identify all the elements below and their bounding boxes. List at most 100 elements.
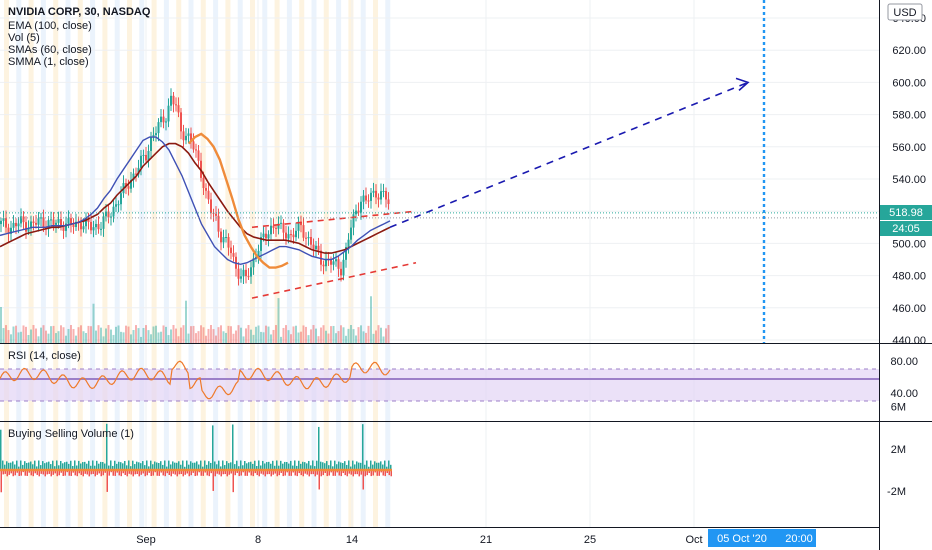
bsv-buy-bar <box>314 466 316 470</box>
legend-ema[interactable]: EMA (100, close) <box>8 20 92 32</box>
bsv-buy-bar <box>96 460 98 470</box>
candle-body <box>20 216 22 224</box>
volume-bar <box>355 335 357 343</box>
legend-vol[interactable]: Vol (5) <box>8 32 40 44</box>
bsv-buy-bar <box>288 463 290 470</box>
bsv-axis[interactable]: -2M 2M 6M <box>887 401 906 498</box>
candle-body <box>110 216 112 218</box>
candle-body <box>310 236 312 245</box>
price-axis[interactable]: 440.00460.00480.00500.00520.00540.00560.… <box>892 13 926 347</box>
bsv-sell-bar <box>2 470 4 475</box>
bsv-buy-bar <box>128 460 130 470</box>
candle-body <box>230 247 232 254</box>
volume-bar <box>202 327 205 343</box>
volume-bars <box>0 296 390 343</box>
volume-bar <box>225 332 227 343</box>
candle-body <box>140 155 142 168</box>
candle-body <box>282 222 285 233</box>
rsi-axis[interactable]: 40.00 80.00 <box>890 356 918 400</box>
volume-bar <box>192 325 195 343</box>
candle-body <box>137 167 140 175</box>
candle-body <box>307 236 310 239</box>
session-stripe <box>28 0 34 527</box>
candle-body <box>157 122 160 134</box>
candle-body <box>362 195 365 202</box>
rsi-legend[interactable]: RSI (14, close) <box>8 350 81 362</box>
candle-body <box>17 223 20 227</box>
currency-button[interactable]: USD <box>887 3 923 21</box>
bsv-sell-bar <box>50 470 52 477</box>
candle-body <box>107 211 110 218</box>
session-stripe <box>237 0 243 527</box>
bsv-sell-bar <box>298 470 300 474</box>
volume-bar <box>190 326 192 343</box>
session-stripes <box>4 0 391 527</box>
session-stripe <box>114 0 120 527</box>
candle-body <box>340 268 342 276</box>
session-stripe <box>16 0 22 527</box>
volume-bar <box>235 330 237 343</box>
bsv-buy-bar <box>302 461 304 470</box>
session-stripe <box>53 0 59 527</box>
candle-body <box>177 105 180 113</box>
bsv-sell-bar <box>314 470 316 477</box>
bsv-buy-bar <box>4 464 6 470</box>
bsv-sell-bar <box>48 470 50 474</box>
bsv-buy-bar <box>152 464 154 470</box>
candle-body <box>322 264 325 267</box>
volume-bar <box>387 325 390 343</box>
legend-sma[interactable]: SMAs (60, close) <box>8 44 92 56</box>
rsi-pane[interactable] <box>0 360 879 402</box>
bsv-sell-bar <box>364 470 366 477</box>
symbol-title[interactable]: NVIDIA CORP, 30, NASDAQ <box>8 6 151 18</box>
bsv-sell-bar <box>200 470 202 476</box>
bsv-sell-bar <box>376 470 378 476</box>
bsv-sell-bar <box>76 470 78 477</box>
session-stripe <box>90 0 96 527</box>
bsv-sell-bar <box>186 470 188 474</box>
bsv-buy-bar <box>82 462 84 470</box>
candle-body <box>350 227 352 240</box>
volume-bar <box>212 329 215 343</box>
price-pane[interactable] <box>0 0 879 343</box>
bsv-buy-bar <box>264 463 266 470</box>
volume-bar <box>257 325 260 343</box>
time-tick-label: 21 <box>480 534 492 546</box>
bsv-sell-bar <box>300 470 302 476</box>
candle-body <box>120 193 122 205</box>
bsv-buy-bar <box>212 425 214 470</box>
bsv-buy-bar <box>332 466 334 470</box>
volume-bar <box>215 335 217 343</box>
bsv-buy-bar <box>380 461 382 470</box>
bsv-sell-bar <box>170 470 172 477</box>
upper-channel-line[interactable] <box>251 210 417 229</box>
volume-bar <box>150 334 152 343</box>
candle-body <box>245 269 247 277</box>
lower-channel-line[interactable] <box>251 261 417 299</box>
bsv-buy-bar <box>210 462 212 470</box>
bsv-buy-bar <box>384 460 386 470</box>
bsv-sell-bar <box>58 470 60 476</box>
buying-selling-volume-pane[interactable] <box>0 423 392 493</box>
bsv-buy-bar <box>226 461 228 470</box>
bsv-buy-bar <box>208 461 210 470</box>
bsv-sell-bar <box>30 470 32 476</box>
volume-bar <box>360 325 362 343</box>
time-axis[interactable]: Sep 8 14 21 25 Oct <box>136 534 702 546</box>
bsv-sell-bar <box>12 470 14 477</box>
bsv-buy-bar <box>284 461 286 470</box>
volume-bar <box>45 330 47 343</box>
bsv-sell-bar <box>232 470 234 493</box>
bsv-sell-bar <box>278 470 280 476</box>
bsv-sell-bar <box>204 470 206 473</box>
legend-smma[interactable]: SMMA (1, close) <box>8 56 89 68</box>
volume-bar <box>27 335 30 343</box>
bsv-buy-bar <box>188 464 190 470</box>
bsv-buy-bar <box>252 463 254 470</box>
bsv-buy-bar <box>328 465 330 470</box>
candle-body <box>152 135 155 137</box>
bsv-sell-bar <box>384 470 386 477</box>
bsv-legend[interactable]: Buying Selling Volume (1) <box>8 428 134 440</box>
bsv-sell-bar <box>208 470 210 477</box>
